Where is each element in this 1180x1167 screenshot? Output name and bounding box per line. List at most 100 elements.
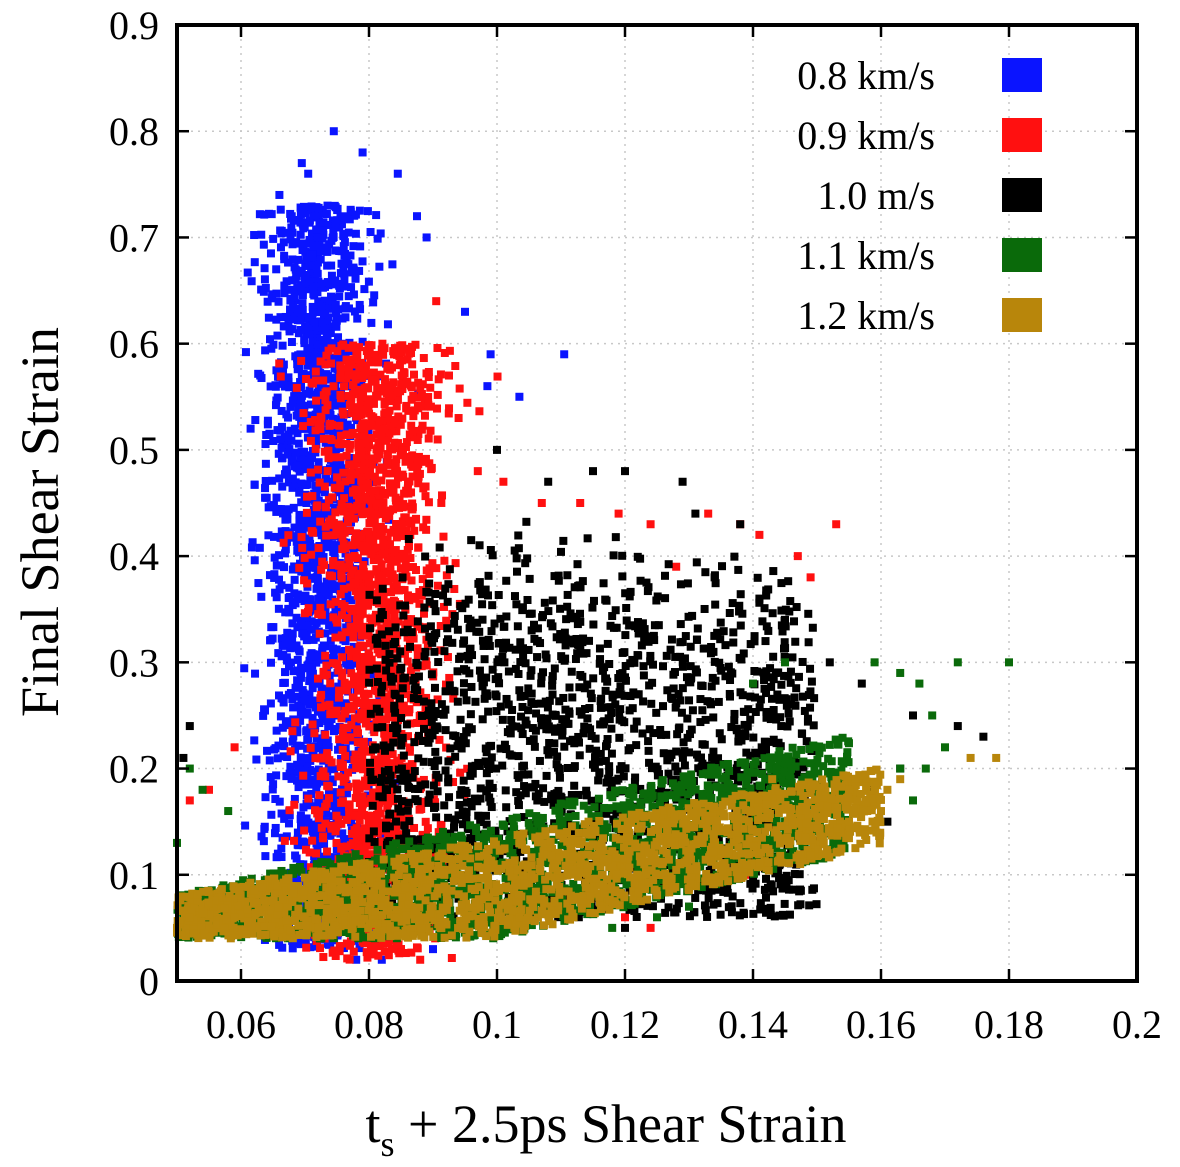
- data-point: [257, 592, 266, 601]
- data-points: [173, 127, 1013, 964]
- data-point: [370, 837, 379, 846]
- data-point: [347, 283, 356, 292]
- data-point: [278, 723, 287, 732]
- data-point: [291, 275, 300, 284]
- data-point: [290, 293, 299, 302]
- data-point: [357, 805, 366, 814]
- data-point: [368, 950, 377, 959]
- data-point: [322, 701, 331, 710]
- data-point: [401, 560, 410, 569]
- data-point: [257, 230, 266, 239]
- data-point: [321, 406, 330, 415]
- data-point: [405, 636, 414, 645]
- data-point: [247, 543, 256, 552]
- data-point: [331, 276, 340, 285]
- data-point: [496, 614, 505, 623]
- data-point: [307, 411, 316, 420]
- data-point: [507, 715, 516, 724]
- data-point: [324, 940, 333, 949]
- data-point: [525, 609, 534, 618]
- data-point: [556, 547, 565, 556]
- data-point: [334, 356, 343, 365]
- data-point: [313, 528, 322, 537]
- data-point: [806, 703, 815, 712]
- data-point: [351, 794, 360, 803]
- data-point: [349, 633, 358, 642]
- data-point: [443, 597, 452, 606]
- data-point: [676, 620, 685, 629]
- data-point: [343, 614, 352, 623]
- data-point: [383, 320, 392, 329]
- data-point: [350, 307, 359, 316]
- data-point: [620, 718, 629, 727]
- data-point: [296, 230, 305, 239]
- data-point: [321, 360, 330, 369]
- data-point: [439, 710, 448, 719]
- data-point: [319, 226, 328, 235]
- data-point: [459, 738, 468, 747]
- data-point: [326, 419, 335, 428]
- data-point: [283, 450, 292, 459]
- data-point: [762, 689, 771, 698]
- data-point: [331, 222, 340, 231]
- data-point: [288, 255, 297, 264]
- data-point: [413, 944, 422, 953]
- data-point: [313, 575, 322, 584]
- data-point: [343, 589, 352, 598]
- data-point: [602, 596, 611, 605]
- data-point: [306, 417, 315, 426]
- data-point: [326, 775, 335, 784]
- data-point: [315, 478, 324, 487]
- data-point: [591, 734, 600, 743]
- data-point: [288, 474, 297, 483]
- data-point: [404, 593, 413, 602]
- data-point: [621, 631, 630, 640]
- data-point: [678, 637, 687, 646]
- data-point: [324, 495, 333, 504]
- data-point: [433, 344, 442, 353]
- data-point: [380, 425, 389, 434]
- data-point: [261, 459, 270, 468]
- data-point: [666, 645, 675, 654]
- data-point: [402, 829, 411, 838]
- data-point: [355, 366, 364, 375]
- data-point: [424, 796, 433, 805]
- data-point: [307, 229, 316, 238]
- data-point: [395, 949, 404, 958]
- data-point: [445, 346, 454, 355]
- data-point: [603, 639, 612, 648]
- data-point: [510, 546, 519, 555]
- data-point: [247, 277, 256, 286]
- data-point: [364, 471, 373, 480]
- data-point: [378, 510, 387, 519]
- data-point-outlier: [621, 913, 629, 922]
- data-point: [365, 487, 374, 496]
- data-point: [451, 732, 460, 741]
- data-point: [376, 528, 385, 537]
- data-point: [295, 563, 304, 572]
- data-point: [363, 601, 372, 610]
- data-point: [668, 694, 677, 703]
- data-point: [459, 688, 468, 697]
- data-point: [292, 462, 301, 471]
- data-point: [539, 784, 548, 793]
- data-point: [581, 704, 590, 713]
- data-point: [324, 584, 333, 593]
- data-point: [361, 422, 370, 431]
- data-point: [707, 682, 716, 691]
- data-point: [333, 473, 342, 482]
- data-point: [324, 794, 333, 803]
- data-point: [433, 581, 442, 590]
- data-point: [364, 277, 373, 286]
- data-point: [308, 836, 317, 845]
- data-point: [407, 348, 416, 357]
- data-point: [404, 406, 413, 415]
- data-point: [413, 651, 422, 660]
- data-point: [653, 592, 662, 601]
- data-point: [320, 488, 329, 497]
- data-point: [426, 383, 435, 392]
- data-point: [352, 811, 361, 820]
- data-point: [329, 382, 338, 391]
- data-point: [365, 419, 374, 428]
- data-point: [332, 524, 341, 533]
